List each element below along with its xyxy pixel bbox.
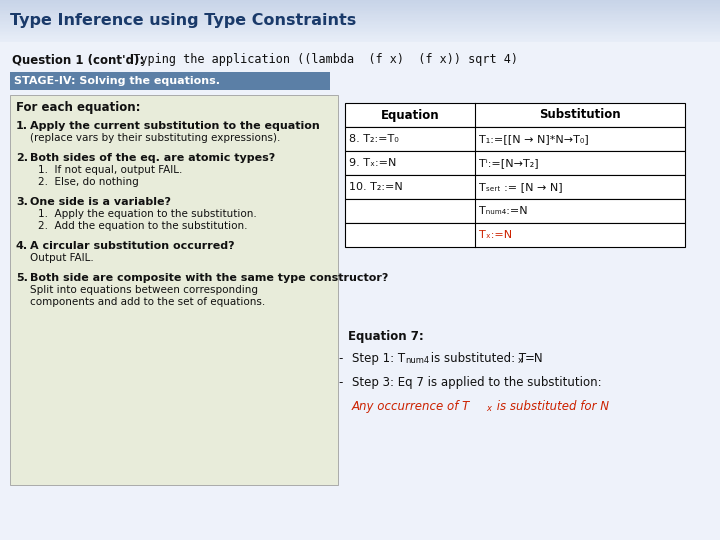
- Text: A circular substitution occurred?: A circular substitution occurred?: [30, 241, 235, 251]
- Bar: [0, 35, 720, 36]
- Text: Tⁱ:=[N→T₂]: Tⁱ:=[N→T₂]: [479, 158, 539, 168]
- Text: Tₙᵤₘ₄:=N: Tₙᵤₘ₄:=N: [479, 206, 528, 216]
- Bar: [0, 14, 720, 16]
- Bar: [0, 10, 720, 11]
- Text: Tₓ:=N: Tₓ:=N: [479, 230, 512, 240]
- Text: Substitution: Substitution: [539, 109, 621, 122]
- Bar: [0, 2, 720, 3]
- Bar: [345, 151, 685, 175]
- Text: 4.: 4.: [16, 241, 28, 251]
- Text: =N: =N: [525, 352, 544, 365]
- Text: is substituted: T: is substituted: T: [427, 352, 526, 365]
- Text: components and add to the set of equations.: components and add to the set of equatio…: [30, 297, 265, 307]
- Bar: [0, 21, 720, 22]
- Text: 1.  If not equal, output FAIL.: 1. If not equal, output FAIL.: [38, 165, 182, 175]
- Bar: [0, 28, 720, 29]
- Text: 8. T₂:=T₀: 8. T₂:=T₀: [349, 134, 399, 144]
- Bar: [0, 18, 720, 19]
- Bar: [0, 40, 720, 42]
- Text: For each equation:: For each equation:: [16, 100, 140, 113]
- Bar: [345, 199, 685, 223]
- Text: -: -: [338, 352, 343, 365]
- Bar: [345, 223, 685, 247]
- Text: Apply the current substitution to the equation: Apply the current substitution to the eq…: [30, 121, 320, 131]
- Bar: [0, 11, 720, 12]
- Bar: [0, 5, 720, 7]
- Text: 2.  Else, do nothing: 2. Else, do nothing: [38, 177, 139, 187]
- Bar: [10, 72, 330, 90]
- Bar: [0, 31, 720, 32]
- Bar: [345, 103, 685, 127]
- Bar: [0, 19, 720, 21]
- Text: One side is a variable?: One side is a variable?: [30, 197, 171, 207]
- Bar: [0, 3, 720, 4]
- Text: 1.: 1.: [16, 121, 28, 131]
- Bar: [0, 16, 720, 17]
- Bar: [0, 17, 720, 18]
- Bar: [0, 25, 720, 26]
- Text: Step 3: Eq 7 is applied to the substitution:: Step 3: Eq 7 is applied to the substitut…: [352, 376, 602, 389]
- Text: Output FAIL.: Output FAIL.: [30, 253, 94, 263]
- Bar: [0, 0, 720, 2]
- Bar: [0, 9, 720, 10]
- Text: Split into equations between corresponding: Split into equations between correspondi…: [30, 285, 258, 295]
- Text: Question 1 (cont'd):: Question 1 (cont'd):: [12, 53, 144, 66]
- Bar: [0, 29, 720, 31]
- Text: STAGE-IV: Solving the equations.: STAGE-IV: Solving the equations.: [14, 76, 220, 86]
- Bar: [0, 36, 720, 38]
- Text: 3.: 3.: [16, 197, 28, 207]
- Text: Both sides of the eq. are atomic types?: Both sides of the eq. are atomic types?: [30, 153, 275, 163]
- Text: 2.: 2.: [16, 153, 28, 163]
- Text: Type Inference using Type Constraints: Type Inference using Type Constraints: [10, 14, 356, 29]
- Text: 2.  Add the equation to the substitution.: 2. Add the equation to the substitution.: [38, 221, 248, 231]
- Bar: [345, 175, 685, 199]
- Text: Equation: Equation: [381, 109, 439, 122]
- Bar: [10, 95, 338, 485]
- Text: Both side are composite with the same type constructor?: Both side are composite with the same ty…: [30, 273, 388, 283]
- Bar: [0, 38, 720, 39]
- Text: (replace vars by their substituting expressions).: (replace vars by their substituting expr…: [30, 133, 280, 143]
- Text: num4: num4: [405, 356, 429, 365]
- Text: Typing the application ((lambda  (f x)  (f x)) sqrt 4): Typing the application ((lambda (f x) (f…: [119, 53, 518, 66]
- Text: Equation 7:: Equation 7:: [348, 330, 424, 343]
- Text: x: x: [518, 356, 523, 365]
- Text: is substituted for N: is substituted for N: [493, 400, 609, 413]
- Text: Tₛₑᵣₜ := [N → N]: Tₛₑᵣₜ := [N → N]: [479, 182, 562, 192]
- Bar: [0, 22, 720, 24]
- Bar: [0, 4, 720, 5]
- Text: x: x: [486, 404, 491, 413]
- Text: -: -: [338, 376, 343, 389]
- Bar: [345, 127, 685, 151]
- Text: Any occurrence of T: Any occurrence of T: [352, 400, 470, 413]
- Text: Step 1: T: Step 1: T: [352, 352, 405, 365]
- Bar: [0, 39, 720, 40]
- Bar: [0, 24, 720, 25]
- Bar: [0, 32, 720, 33]
- Text: 9. Tₓ:=N: 9. Tₓ:=N: [349, 158, 397, 168]
- Bar: [0, 26, 720, 28]
- Bar: [0, 33, 720, 35]
- Text: 10. T₂:=N: 10. T₂:=N: [349, 182, 402, 192]
- Text: 1.  Apply the equation to the substitution.: 1. Apply the equation to the substitutio…: [38, 209, 257, 219]
- Text: 5.: 5.: [16, 273, 28, 283]
- Bar: [0, 7, 720, 9]
- Bar: [0, 12, 720, 14]
- Text: T₁:=[[N → N]*N→T₀]: T₁:=[[N → N]*N→T₀]: [479, 134, 589, 144]
